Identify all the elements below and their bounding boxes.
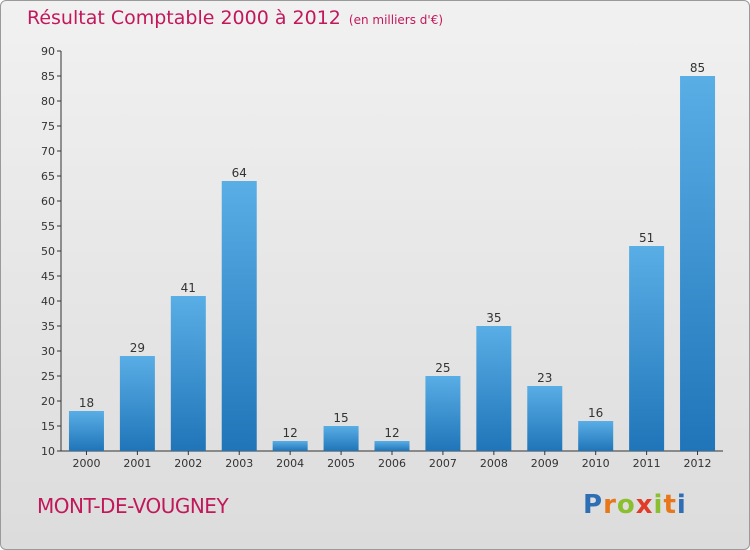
logo-letter: i xyxy=(676,490,687,520)
data-label: 18 xyxy=(79,396,94,410)
bar-2000 xyxy=(68,411,104,451)
y-tick-label: 15 xyxy=(41,420,55,433)
data-label: 12 xyxy=(283,426,298,440)
logo-letter: P xyxy=(583,490,604,520)
data-label: 25 xyxy=(435,361,450,375)
x-tick-label: 2007 xyxy=(429,457,457,470)
logo-letter: t xyxy=(663,490,677,520)
data-label: 23 xyxy=(537,371,552,385)
y-tick-label: 85 xyxy=(41,70,55,83)
logo-letter: x xyxy=(635,490,654,520)
y-tick-label: 60 xyxy=(41,195,55,208)
bar-2003 xyxy=(221,181,257,451)
data-labels: 18 29 41 64 12 15 12 25 35 23 16 51 85 xyxy=(79,61,705,440)
bars xyxy=(68,76,716,451)
x-tick-label: 2009 xyxy=(531,457,559,470)
y-tick-label: 35 xyxy=(41,320,55,333)
y-tick-label: 55 xyxy=(41,220,55,233)
chart-title-text: Résultat Comptable 2000 à 2012 xyxy=(27,7,341,29)
data-label: 12 xyxy=(384,426,399,440)
bar-2011 xyxy=(629,246,665,451)
proxiti-logo: Proxiti xyxy=(583,490,687,520)
y-axis: 10 15 20 25 30 35 40 45 50 55 60 65 70 75 80 85 90 xyxy=(41,45,62,458)
data-label: 16 xyxy=(588,406,603,420)
x-tick-label: 2012 xyxy=(684,457,712,470)
bar-2010 xyxy=(578,421,614,451)
x-axis: 2000 2001 2002 2003 2004 2005 2006 2007 2008 2009… xyxy=(61,450,723,470)
x-tick-label: 2000 xyxy=(72,457,100,470)
logo-letter: i xyxy=(653,490,664,520)
y-tick-label: 10 xyxy=(41,445,55,458)
bar-2004 xyxy=(272,441,308,451)
x-tick-label: 2002 xyxy=(174,457,202,470)
y-tick-label: 75 xyxy=(41,120,55,133)
x-tick-label: 2005 xyxy=(327,457,355,470)
bar-2006 xyxy=(374,441,410,451)
bar-2009 xyxy=(527,386,563,451)
y-tick-label: 20 xyxy=(41,395,55,408)
data-label: 29 xyxy=(130,341,145,355)
y-tick-label: 50 xyxy=(41,245,55,258)
y-tick-label: 80 xyxy=(41,95,55,108)
chart-title: Résultat Comptable 2000 à 2012 (en millie… xyxy=(27,7,443,29)
y-tick-label: 25 xyxy=(41,370,55,383)
x-tick-label: 2001 xyxy=(123,457,151,470)
y-tick-label: 45 xyxy=(41,270,55,283)
bar-2001 xyxy=(119,356,155,451)
y-tick-label: 65 xyxy=(41,170,55,183)
data-label: 15 xyxy=(333,411,348,425)
x-tick-label: 2011 xyxy=(633,457,661,470)
x-tick-label: 2006 xyxy=(378,457,406,470)
logo-letter: r xyxy=(603,490,617,520)
bar-2012 xyxy=(680,76,716,451)
chart-subtitle: (en milliers d'€) xyxy=(348,13,444,27)
bar-2008 xyxy=(476,326,512,451)
y-tick-label: 30 xyxy=(41,345,55,358)
x-tick-label: 2003 xyxy=(225,457,253,470)
data-label: 64 xyxy=(232,166,247,180)
data-label: 51 xyxy=(639,231,654,245)
logo-letter: o xyxy=(616,490,636,520)
bar-2002 xyxy=(170,296,206,451)
commune-name: MONT-DE-VOUGNEY xyxy=(37,494,229,518)
data-label: 85 xyxy=(690,61,705,75)
x-tick-label: 2004 xyxy=(276,457,304,470)
data-label: 35 xyxy=(486,311,501,325)
y-tick-label: 70 xyxy=(41,145,55,158)
bar-2007 xyxy=(425,376,461,451)
x-tick-label: 2008 xyxy=(480,457,508,470)
y-tick-label: 40 xyxy=(41,295,55,308)
bar-2005 xyxy=(323,426,359,451)
x-tick-label: 2010 xyxy=(582,457,610,470)
data-label: 41 xyxy=(181,281,196,295)
y-tick-label: 90 xyxy=(41,45,55,58)
